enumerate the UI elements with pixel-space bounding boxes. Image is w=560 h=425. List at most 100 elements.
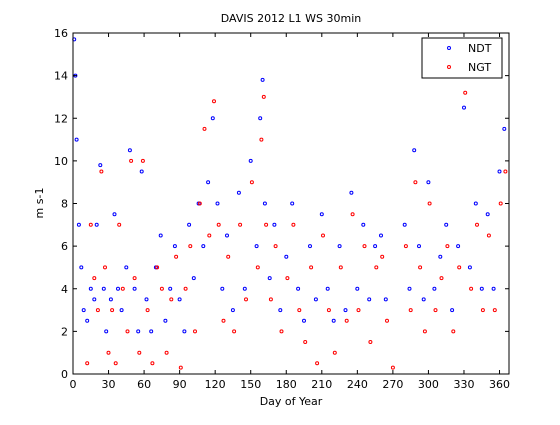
data-point-ndt [456, 244, 461, 249]
data-point-ndt [319, 212, 324, 217]
data-point-ndt [432, 286, 437, 291]
points-layer [72, 37, 508, 370]
data-point-ndt [101, 286, 106, 291]
data-point-ngt [261, 94, 266, 99]
data-point-ndt [206, 180, 211, 185]
data-point-ngt [183, 286, 188, 291]
data-point-ndt [215, 201, 220, 206]
data-point-ndt [367, 297, 372, 302]
x-tick-label: 30 [102, 378, 116, 391]
data-point-ndt [104, 329, 109, 334]
chart-title: DAVIS 2012 L1 WS 30min [221, 12, 362, 25]
data-point-ngt [129, 158, 134, 163]
data-point-ndt [331, 318, 336, 323]
y-tick-label: 8 [61, 198, 68, 211]
data-point-ndt [355, 286, 360, 291]
data-point-ndt [172, 244, 177, 249]
data-point-ndt [407, 286, 412, 291]
data-point-ndt [139, 169, 144, 174]
data-point-ngt [445, 244, 450, 249]
data-point-ngt [216, 222, 221, 227]
y-tick-label: 2 [61, 325, 68, 338]
legend-label-ngt: NGT [468, 61, 491, 74]
data-point-ngt [326, 308, 331, 313]
data-point-ngt [413, 180, 418, 185]
data-point-ngt [207, 233, 212, 238]
data-point-ngt [197, 201, 202, 206]
data-point-ngt [159, 286, 164, 291]
data-point-ngt [427, 201, 432, 206]
data-point-ngt [439, 276, 444, 281]
data-point-ngt [188, 244, 193, 249]
series-ngt [85, 90, 508, 370]
data-point-ngt [117, 222, 122, 227]
data-point-ngt [480, 308, 485, 313]
data-point-ngt [268, 297, 273, 302]
data-point-ngt [259, 137, 264, 142]
data-point-ndt [260, 77, 265, 82]
y-tick-label: 6 [61, 240, 68, 253]
data-point-ngt [178, 365, 183, 370]
data-point-ngt [374, 265, 379, 270]
data-point-ndt [467, 265, 472, 270]
data-point-ngt [492, 308, 497, 313]
data-point-ndt [225, 233, 229, 238]
x-tick-label: 120 [205, 378, 226, 391]
x-axis-label: Day of Year [260, 395, 323, 408]
data-point-ngt [338, 265, 343, 270]
data-point-ngt [285, 276, 290, 281]
data-point-ngt [422, 329, 427, 334]
data-point-ndt [383, 297, 388, 302]
data-point-ngt [140, 158, 145, 163]
data-point-ndt [272, 222, 277, 227]
data-point-ngt [408, 308, 413, 313]
data-point-ngt [344, 318, 349, 323]
data-point-ndt [267, 276, 272, 281]
data-point-ndt [144, 297, 149, 302]
data-point-ngt [137, 350, 142, 355]
data-point-ndt [132, 286, 137, 291]
data-point-ndt [444, 222, 449, 227]
data-point-ndt [325, 286, 330, 291]
data-point-ngt [279, 329, 284, 334]
data-point-ngt [503, 169, 508, 174]
data-point-ndt [108, 297, 113, 302]
data-point-ngt [297, 308, 302, 313]
y-tick-label: 10 [54, 155, 68, 168]
y-tick-label: 12 [54, 112, 68, 125]
x-tick-label: 330 [453, 378, 474, 391]
data-point-ndt [136, 329, 141, 334]
y-tick-label: 16 [54, 27, 68, 40]
data-point-ngt [132, 276, 137, 281]
data-point-ndt [417, 244, 421, 249]
data-point-ngt [418, 265, 423, 270]
data-point-ndt [98, 163, 103, 168]
data-point-ndt [497, 169, 502, 174]
data-point-ndt [479, 286, 484, 291]
data-point-ngt [202, 126, 207, 131]
data-point-ngt [169, 297, 174, 302]
data-point-ndt [127, 148, 132, 153]
data-point-ndt [290, 201, 295, 206]
data-point-ngt [403, 244, 408, 249]
y-tick-label: 4 [61, 283, 68, 296]
data-point-ngt [309, 265, 314, 270]
legend-marker-ndt [447, 46, 451, 50]
data-point-ngt [457, 265, 462, 270]
data-point-ndt [79, 265, 84, 270]
data-point-ndt [284, 254, 289, 259]
data-point-ndt [485, 212, 490, 217]
data-point-ndt [88, 286, 93, 291]
data-point-ngt [221, 318, 226, 323]
data-point-ndt [373, 244, 378, 249]
data-point-ngt [113, 361, 118, 366]
data-point-ndt [412, 148, 417, 153]
data-point-ngt [106, 350, 111, 355]
x-tick-label: 240 [347, 378, 368, 391]
data-point-ndt [313, 297, 318, 302]
data-point-ndt [201, 244, 206, 249]
data-point-ndt [296, 286, 301, 291]
data-point-ndt [343, 308, 348, 313]
data-point-ngt [350, 212, 355, 217]
